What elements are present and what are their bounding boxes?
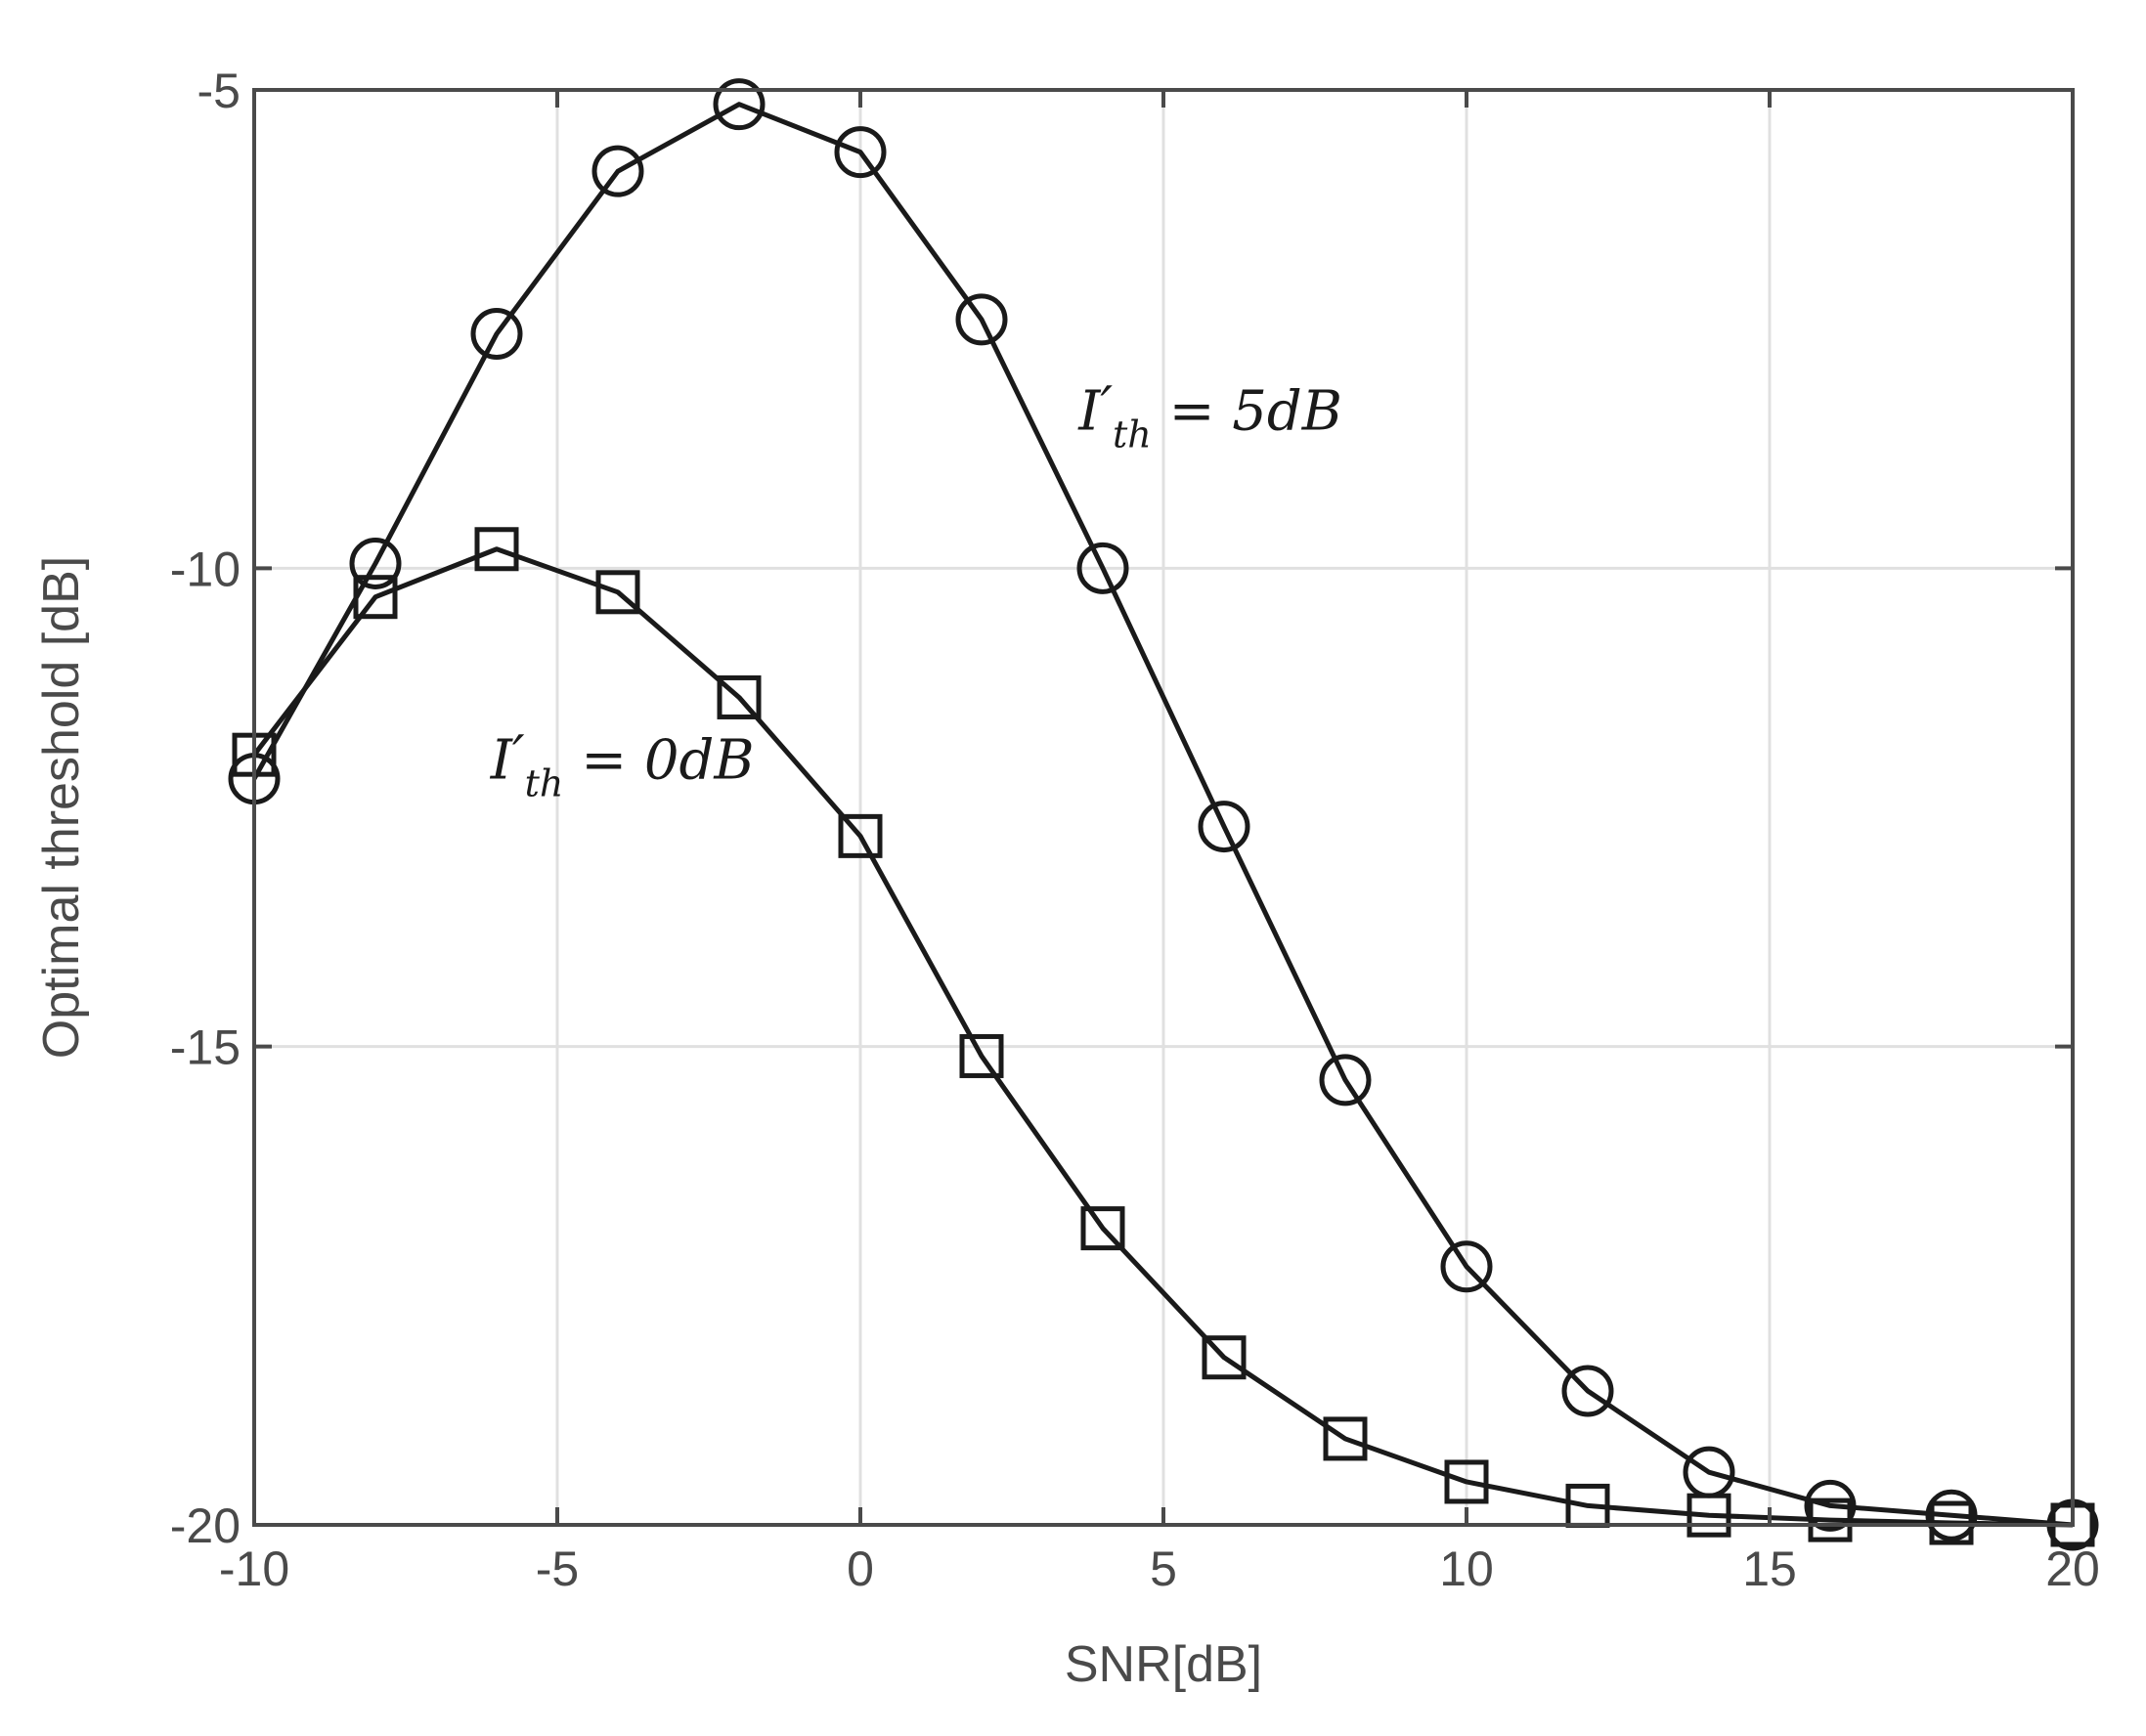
square-marker <box>1686 1493 1731 1538</box>
circle-marker <box>1925 1489 1978 1541</box>
square-marker <box>1323 1416 1368 1461</box>
annotation-a0: I′th = 0dB <box>490 725 755 805</box>
annotation-main: I <box>1077 379 1102 443</box>
annotation-sub: th <box>1113 412 1152 456</box>
square-marker <box>1080 1206 1125 1251</box>
annotation-prime: ′ <box>1100 375 1113 439</box>
annotation-rest: = 5dB <box>1152 379 1342 443</box>
y-tick-labels: -5 -10 -15 -20 <box>170 64 241 1553</box>
circle-marker <box>834 126 887 179</box>
circle-marker <box>591 145 644 197</box>
y-tick-label: -10 <box>170 542 241 596</box>
square-marker <box>1202 1335 1247 1380</box>
series-layer <box>228 78 2099 1551</box>
square-marker <box>1808 1497 1853 1542</box>
circle-marker <box>713 78 766 131</box>
circle-marker <box>1319 1054 1372 1107</box>
square-marker <box>353 575 398 620</box>
circle-marker <box>1804 1479 1857 1532</box>
square-marker <box>959 1033 1004 1078</box>
y-tick-label: -20 <box>170 1498 241 1553</box>
square-marker <box>717 674 762 719</box>
x-tick-label: 20 <box>2045 1541 2100 1596</box>
circle-marker <box>955 293 1008 346</box>
square-marker <box>838 813 883 858</box>
y-tick-label: -15 <box>170 1020 241 1075</box>
annotation-sub: th <box>525 762 564 805</box>
grid <box>252 88 2075 1527</box>
x-tick-label: 10 <box>1439 1541 1494 1596</box>
series-circle <box>228 78 2099 1551</box>
y-axis-label: Optimal threshold [dB] <box>33 556 90 1059</box>
square-marker <box>474 527 519 572</box>
annotation-a5: I′th = 5dB <box>1077 375 1342 456</box>
y-tick-label: -5 <box>197 64 241 118</box>
circle-marker <box>470 308 523 361</box>
x-tick-labels: -10 -5 0 5 10 15 20 <box>219 1541 2100 1596</box>
x-axis-label: SNR[dB] <box>1065 1636 1262 1693</box>
annotation-prime: ′ <box>512 725 525 789</box>
annotation-rest: = 0dB <box>563 729 754 793</box>
circle-marker <box>1076 542 1129 594</box>
circle-marker <box>1561 1365 1614 1417</box>
series-line-circle <box>251 102 2074 1528</box>
x-tick-label: -5 <box>536 1541 579 1596</box>
square-marker <box>595 570 640 615</box>
x-tick-label: 5 <box>1150 1541 1177 1596</box>
x-tick-label: 0 <box>847 1541 874 1596</box>
x-tick-label: -10 <box>219 1541 289 1596</box>
circle-marker <box>1440 1240 1493 1293</box>
axis-ticks <box>252 88 2075 1527</box>
square-marker <box>1444 1459 1489 1504</box>
annotation-main: I <box>490 729 514 793</box>
circle-marker <box>349 537 402 589</box>
x-tick-label: 15 <box>1742 1541 1797 1596</box>
circle-marker <box>1198 801 1250 853</box>
